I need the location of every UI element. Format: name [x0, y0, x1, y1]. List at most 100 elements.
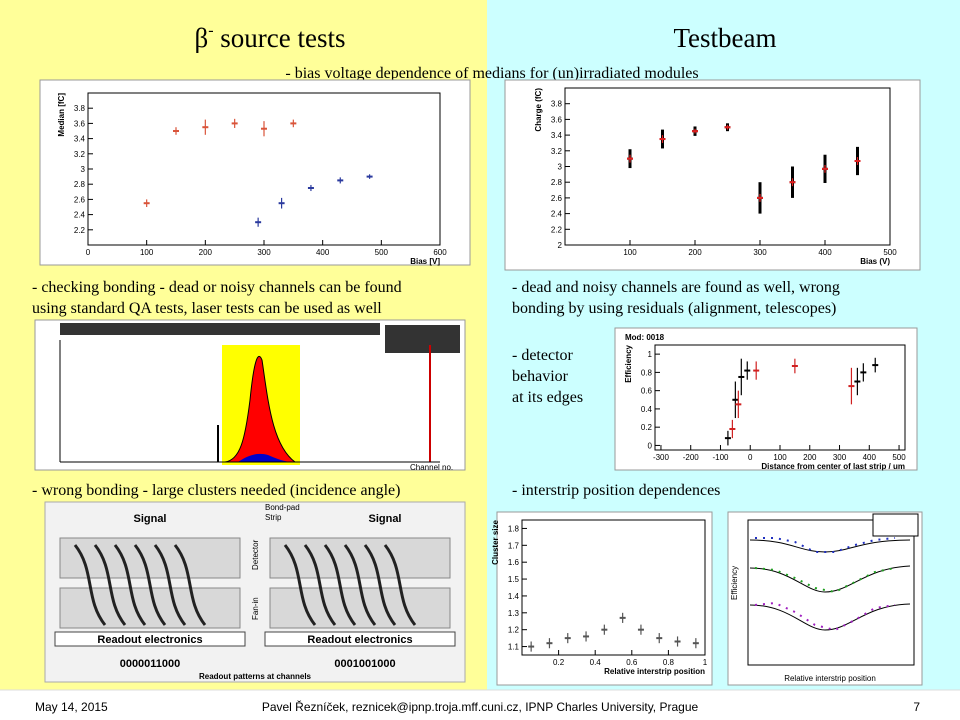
marker [692, 130, 698, 133]
image-frame [496, 511, 713, 686]
footer-author: Pavel Řezníček, reznicek@ipnp.troja.mff.… [262, 699, 699, 714]
x-tick-label: 200 [803, 453, 817, 462]
x-label: Relative interstrip position [784, 674, 876, 683]
y-label: Median [fC] [57, 93, 66, 137]
marker [173, 130, 179, 132]
x-tick-label: 100 [623, 248, 637, 257]
caption: Readout patterns at channels [199, 672, 312, 681]
marker [546, 642, 553, 645]
marker [255, 221, 262, 224]
marker [564, 637, 571, 640]
y-tick-label: 2.6 [551, 194, 563, 203]
chart: 0 100 200 300 400 500 600 2.2 2.4 2.6 2.8 3 3.2 3.4 3.… [39, 79, 471, 266]
y-tick-label: 1.3 [508, 609, 520, 618]
x-tick-label: 300 [833, 453, 847, 462]
x-tick-label: 300 [753, 248, 767, 257]
subtitle: - bias voltage dependence of medians for… [285, 65, 698, 82]
y-tick-label: 1.4 [508, 592, 520, 601]
y-tick-label: 1.6 [508, 558, 520, 567]
y-tick-label: 2.2 [551, 225, 563, 234]
y-tick-label: 2.8 [551, 178, 563, 187]
y-tick-label: 0.6 [641, 387, 653, 396]
readout-label: Readout electronics [307, 634, 412, 646]
footer-date: May 14, 2015 [35, 700, 108, 714]
x-tick-label: 500 [375, 248, 389, 257]
marker [601, 628, 608, 631]
marker [337, 179, 344, 182]
x-tick-label: 400 [818, 248, 832, 257]
marker [656, 637, 663, 640]
eff-lines-image: Relative interstrip position Efficiency [727, 511, 923, 686]
marker [278, 202, 285, 205]
y-label: Charge (fC) [534, 88, 543, 132]
marker [627, 157, 633, 160]
y-tick-label: 3.8 [74, 104, 86, 113]
image-frame [504, 79, 921, 271]
y-tick-label: 1.5 [508, 575, 520, 584]
title-left: β- source tests [194, 22, 345, 53]
bond-pad-label: Bond-pad [265, 503, 300, 512]
marker [789, 181, 796, 184]
x-tick-label: 300 [257, 248, 271, 257]
marker [744, 369, 751, 372]
y-tick-label: 2.4 [74, 211, 86, 220]
y-tick-label: 3.6 [551, 115, 563, 124]
x-tick-label: -200 [683, 453, 700, 462]
marker [637, 628, 644, 631]
x-tick-label: -100 [712, 453, 729, 462]
bonding-diagram: Signal Signal Bond-pad Strip Detector Fa… [44, 501, 466, 683]
footer-page: 7 [913, 700, 920, 714]
y-tick-label: 3.8 [551, 100, 563, 109]
x-tick-label: 100 [773, 453, 787, 462]
marker [290, 122, 297, 125]
x-tick-label: 1 [703, 658, 708, 667]
x-tick-label: 0.6 [626, 658, 638, 667]
right-text: at its edges [512, 389, 583, 406]
y-tick-label: 0.2 [641, 423, 653, 432]
symbol: β [194, 23, 208, 53]
x-tick-label: -300 [653, 453, 670, 462]
right-text: - interstrip position dependences [512, 482, 720, 499]
detector-label: Detector [251, 539, 260, 570]
y-tick-label: 0 [648, 441, 653, 450]
right-text: behavior [512, 368, 569, 385]
chart-title: Mod: 0018 [625, 333, 665, 342]
x-label: Distance from center of last strip / um [761, 462, 905, 471]
bond-pad-label: Strip [265, 513, 282, 522]
chart: 0.2 0.4 0.6 0.8 1 1.1 1.2 1.3 1.4 1.5 1.6 1.7 1.8 Rel… [491, 511, 713, 686]
y-tick-label: 1.1 [508, 643, 520, 652]
marker [724, 126, 731, 129]
x-tick-label: 0.8 [663, 658, 675, 667]
marker [735, 403, 742, 406]
y-tick-label: 2.4 [551, 210, 563, 219]
left-text: - wrong bonding - large clusters needed … [32, 482, 400, 499]
y-tick-label: 3.4 [551, 131, 563, 140]
marker [692, 642, 699, 645]
x-tick-label: 100 [140, 248, 154, 257]
y-label: Efficiency [730, 566, 739, 600]
marker [822, 167, 828, 170]
marker [202, 126, 209, 129]
readout-label: Readout electronics [97, 634, 202, 646]
y-tick-label: 1.7 [508, 541, 520, 550]
signal-label: Signal [368, 513, 401, 525]
marker [724, 437, 731, 440]
x-tick-label: 0 [748, 453, 753, 462]
x-label: Channel no. [410, 463, 453, 472]
x-tick-label: 200 [199, 248, 213, 257]
x-tick-label: 200 [688, 248, 702, 257]
x-tick-label: 500 [883, 248, 897, 257]
title-right: Testbeam [673, 23, 776, 53]
marker [528, 645, 535, 648]
marker [674, 640, 681, 643]
left-text: - checking bonding - dead or noisy chann… [32, 279, 402, 296]
y-label: Efficiency [624, 344, 633, 382]
y-label: Cluster size [491, 519, 500, 564]
x-label: Bias (V) [860, 257, 890, 266]
image-frame [614, 327, 918, 471]
y-tick-label: 3.2 [74, 150, 86, 159]
x-tick-label: 500 [892, 453, 906, 462]
y-tick-label: 1.8 [508, 524, 520, 533]
marker [860, 371, 867, 374]
